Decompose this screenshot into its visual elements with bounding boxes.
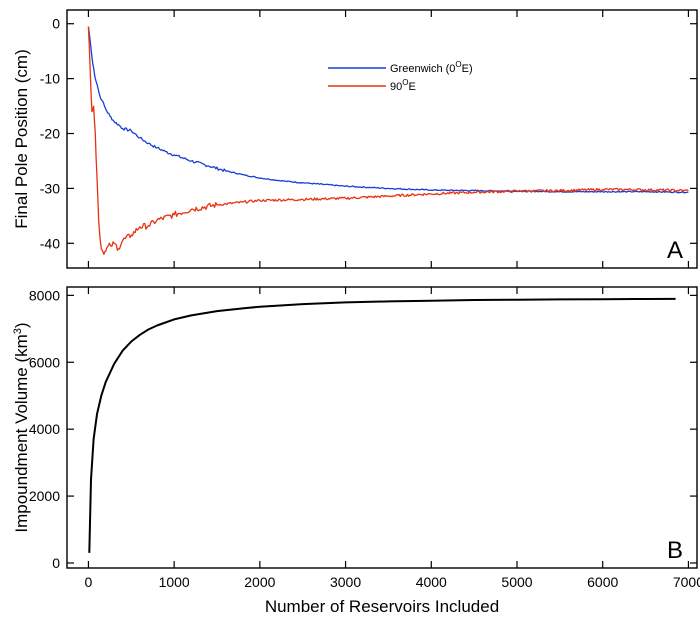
x-tick-label: 3000 — [330, 574, 361, 590]
series-line-1 — [88, 297, 676, 553]
y-tick-label: 8000 — [29, 287, 60, 303]
y-tick-label: 6000 — [29, 354, 60, 370]
plot-frame — [66, 9, 698, 269]
legend-label: 90OE — [390, 78, 416, 93]
y-tick-label: -40 — [40, 235, 60, 251]
y-tick-label: -10 — [40, 71, 60, 87]
panel-letter: B — [667, 537, 683, 564]
series-line-1 — [87, 26, 689, 194]
panel-a: 0 -10 -20 -30 -40 Final Pole Position (cm) Gre… — [12, 9, 698, 269]
legend-label: Greenwich (0OE) — [390, 60, 473, 75]
panel-letter: A — [667, 237, 683, 264]
x-axis-label: Number of Reservoirs Included — [265, 597, 499, 616]
plot-frame — [66, 286, 698, 569]
y-tick-label: 0 — [52, 16, 60, 32]
y-tick-label: -30 — [40, 180, 60, 196]
y-tick-label: 2000 — [29, 488, 60, 504]
y-axis-label: Impoundment Volume (km3) — [12, 322, 31, 532]
y-tick-label: 4000 — [29, 421, 60, 437]
x-tick-label: 5000 — [501, 574, 532, 590]
x-tick-label: 6000 — [587, 574, 618, 590]
x-tick-label: 0 — [85, 574, 93, 590]
x-tick-label: 4000 — [416, 574, 447, 590]
legend: Greenwich (0OE) 90OE — [328, 60, 473, 93]
y-tick-label: -20 — [40, 126, 60, 142]
x-tick-label: 2000 — [244, 574, 275, 590]
y-axis-label: Final Pole Position (cm) — [12, 49, 31, 229]
series-line-2 — [87, 26, 689, 255]
y-tick-label: 0 — [52, 555, 60, 571]
x-tick-label: 1000 — [159, 574, 190, 590]
